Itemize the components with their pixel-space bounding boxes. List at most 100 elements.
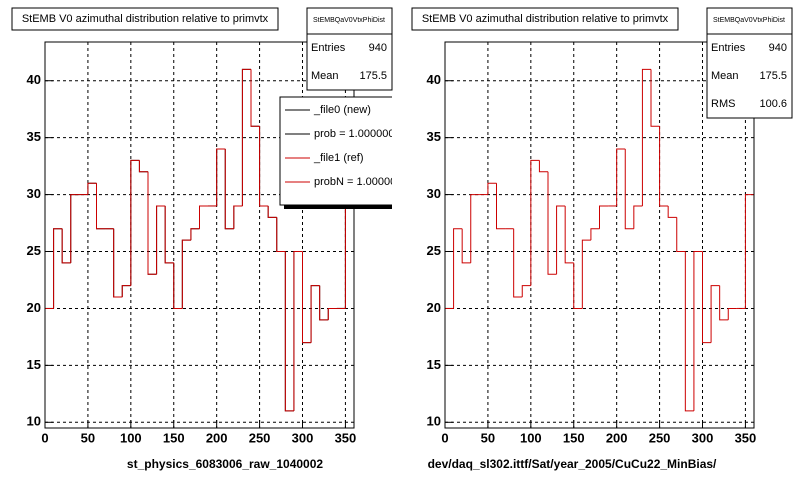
y-tick-label: 25: [427, 243, 441, 258]
histogram-bin: [470, 194, 480, 263]
histogram-bin: [53, 228, 63, 309]
histogram-bin: [190, 228, 200, 241]
stats-title: StEMBQaV0VtxPhiDist: [713, 17, 785, 24]
stats-title: StEMBQaV0VtxPhiDist: [313, 17, 385, 24]
histogram-bin: [113, 228, 123, 298]
histogram-bin: [327, 307, 337, 320]
histogram-bin: [181, 239, 191, 309]
histogram-bin: [556, 205, 566, 275]
histogram-bin: [156, 205, 166, 275]
x-tick-label: 0: [41, 430, 48, 445]
title-box: [411, 7, 679, 31]
x-tick-label: 100: [520, 430, 542, 445]
histogram-bin: [599, 205, 609, 229]
histogram-bin: [199, 205, 209, 229]
stats-label: Entries: [311, 42, 346, 54]
histogram-bin: [164, 205, 174, 264]
y-tick-label: 35: [427, 129, 441, 144]
histogram-bin: [138, 160, 148, 173]
histogram-bin: [284, 251, 294, 412]
histogram-bin: [87, 182, 97, 195]
histogram-bin: [684, 251, 694, 412]
y-tick-label: 10: [27, 414, 41, 429]
x-tick-label: 50: [481, 430, 495, 445]
stats-value: 940: [369, 42, 387, 54]
histogram-bin: [241, 68, 251, 206]
histogram-bin: [121, 285, 131, 298]
histogram-bin: [224, 149, 234, 230]
histogram-bin: [667, 205, 677, 218]
histogram-bin: [293, 251, 303, 411]
y-tick-label: 15: [427, 357, 441, 372]
histogram-bin: [284, 251, 294, 412]
stats-value: 100.6: [759, 98, 787, 110]
histogram-bin: [173, 262, 183, 309]
y-tick-label: 35: [27, 129, 41, 144]
histogram-bin: [538, 160, 548, 173]
histogram-bin: [199, 205, 209, 229]
histogram-bin: [267, 205, 277, 218]
histogram-bin: [276, 217, 286, 253]
histogram-bin: [259, 126, 269, 207]
x-tick-label: 100: [120, 430, 142, 445]
histogram-bin: [487, 182, 497, 195]
x-tick-label: 150: [563, 430, 585, 445]
histogram-bin: [327, 307, 337, 320]
histogram-bin: [130, 159, 140, 286]
histogram-bin: [130, 159, 140, 286]
histogram-bin: [44, 307, 54, 428]
stats-label: RMS: [711, 98, 735, 110]
y-tick-label: 20: [427, 300, 441, 315]
histogram-bin: [727, 307, 737, 320]
y-tick-label: 25: [27, 243, 41, 258]
histogram-bin: [70, 194, 80, 263]
histogram-bin: [190, 228, 200, 241]
histogram-bin: [233, 205, 243, 229]
histogram-bin: [44, 307, 54, 428]
x-tick-label: 300: [292, 430, 314, 445]
histogram-bin: [319, 285, 329, 321]
histogram-bin: [319, 285, 329, 321]
histogram-bin: [147, 171, 157, 275]
histogram-bin: [302, 251, 312, 344]
histogram-bin: [659, 126, 669, 207]
histogram-bin: [96, 183, 106, 230]
histogram-bin: [633, 205, 643, 229]
stats-box: [306, 7, 393, 91]
legend-label: probN = 1.000000: [314, 176, 402, 188]
histogram-bin: [70, 194, 80, 263]
histogram-bin: [216, 148, 226, 206]
y-tick-label: 30: [427, 186, 441, 201]
histogram-bin: [121, 285, 131, 298]
histogram-bin: [710, 285, 720, 343]
histogram-bin: [53, 228, 63, 309]
histogram-bin: [547, 171, 557, 275]
histogram-bin: [250, 69, 260, 127]
x-tick-label: 300: [692, 430, 714, 445]
plot-frame: [44, 41, 355, 429]
legend-box: [279, 96, 392, 206]
histogram-bin: [61, 228, 71, 264]
histogram-bin: [581, 239, 591, 309]
histogram-bin: [156, 205, 166, 275]
x-axis-label: dev/daq_sl302.ittf/Sat/year_2005/CuCu22_…: [428, 457, 717, 471]
x-tick-label: 50: [81, 430, 95, 445]
histogram-bin: [113, 228, 123, 298]
x-tick-label: 150: [163, 430, 185, 445]
histogram-bin: [616, 148, 626, 206]
histogram-bin: [138, 160, 148, 173]
stats-value: 175.5: [359, 70, 387, 82]
histogram-bin: [624, 149, 634, 230]
histogram-bin: [676, 217, 686, 253]
legend-label: _file1 (ref): [313, 152, 364, 164]
legend-label: _file0 (new): [313, 104, 371, 116]
histogram-bin: [310, 285, 320, 343]
x-tick-label: 250: [649, 430, 671, 445]
x-tick-label: 350: [335, 430, 357, 445]
x-axis-label: st_physics_6083006_raw_1040002: [127, 457, 323, 471]
histogram-bin: [87, 182, 97, 195]
histogram-bin: [96, 183, 106, 230]
histogram-bin: [444, 307, 454, 428]
title-box: [11, 7, 279, 31]
histogram-bin: [719, 285, 729, 321]
